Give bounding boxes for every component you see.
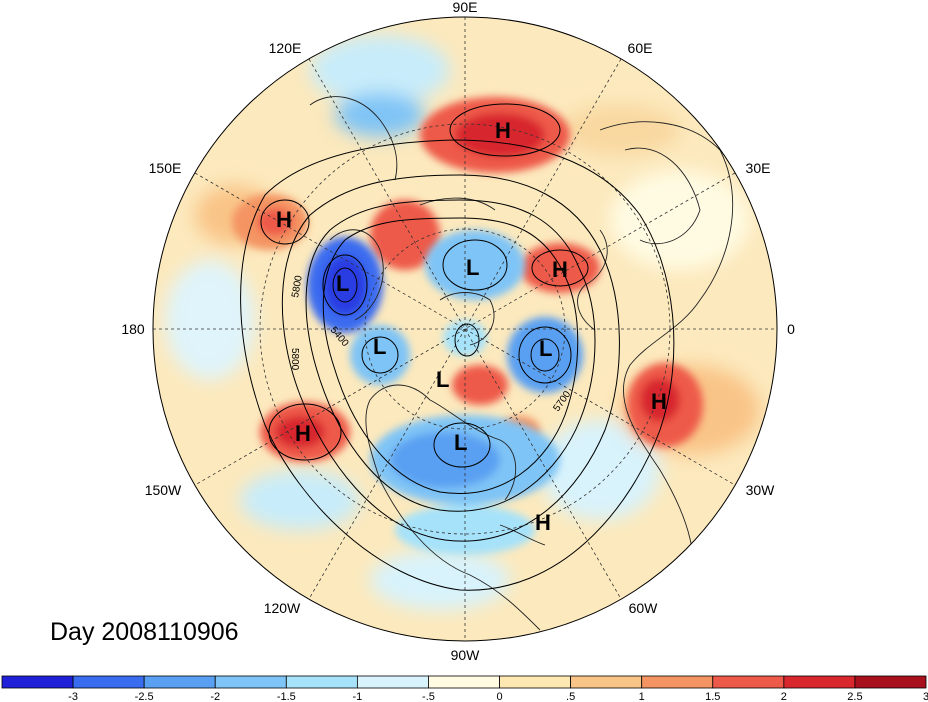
colorbar-swatch [570,675,643,689]
contour-label: 5800 [289,348,300,371]
colorbar-swatch [641,675,714,689]
low-pressure-label: L [436,367,449,392]
lon-label-90e: 90E [453,0,478,15]
low-pressure-label: L [336,271,349,296]
colorbar-tick-label: .5 [566,691,575,702]
lon-label-30e: 30E [746,160,771,176]
colorbar-tick-label: -2.5 [135,691,154,702]
colorbar-swatch [428,675,500,689]
day-title: Day 2008110906 [50,618,239,646]
height-contours [240,103,675,591]
lon-label-120w: 120W [264,600,301,616]
pressure-centers: H H H H H H L L L L L L [276,118,667,535]
colorbar-tick-label: 3 [923,691,928,702]
colorbar-tick-label: 1.5 [705,691,720,702]
coastlines [309,96,733,631]
colorbar-tick-label: -.5 [422,691,435,702]
colorbar-swatch [285,675,358,689]
map-boundary [152,16,778,642]
colorbar-swatch [712,675,785,689]
colorbar-swatch [854,675,927,689]
lon-label-60w: 60W [629,600,659,616]
contour-label: 5800 [290,274,305,298]
lon-label-30w: 30W [746,482,776,498]
colorbar-tick-label: 2.5 [847,691,862,702]
colorbar-swatch [1,675,74,689]
colorbar-tick-label: -3 [68,691,78,702]
colorbar-swatch [783,675,856,689]
graticule [153,17,777,641]
colorbar-tick-label: -1.5 [277,691,296,702]
high-pressure-label: H [552,257,568,282]
lon-label-60e: 60E [628,40,653,56]
colorbar-tick-label: -1 [352,691,362,702]
colorbar-swatch [72,675,145,689]
high-pressure-label: H [276,207,292,232]
high-pressure-label: H [495,118,511,143]
colorbar-tick-label: 2 [781,691,787,702]
anomaly-field [153,17,777,641]
colorbar-swatch [214,675,287,689]
high-pressure-label: H [295,421,311,446]
colorbar-swatch [356,675,429,689]
colorbar: -3 -2.5 -2 -1.5 -1 -.5 0 .5 1 1.5 2 2.5 3 [1,675,928,702]
lon-label-90w: 90W [451,647,481,663]
low-pressure-label: L [466,255,479,280]
lon-label-120e: 120E [269,40,302,56]
colorbar-tick-label: 1 [639,691,645,702]
colorbar-tick-label: 0 [496,691,502,702]
low-pressure-label: L [539,336,552,361]
colorbar-swatch [499,675,572,689]
high-pressure-label: H [535,510,551,535]
colorbar-tick-label: -2 [210,691,220,702]
low-pressure-label: L [454,430,467,455]
low-pressure-label: L [373,334,386,359]
lon-label-150e: 150E [149,160,182,176]
high-pressure-label: H [651,389,667,414]
lon-label-150w: 150W [145,482,182,498]
longitude-labels: 90E 120E 60E 150E 30E 180 0 150W 30W 120… [121,0,795,663]
lon-label-180: 180 [121,321,145,337]
colorbar-swatch [143,675,216,689]
lon-label-0: 0 [787,321,795,337]
